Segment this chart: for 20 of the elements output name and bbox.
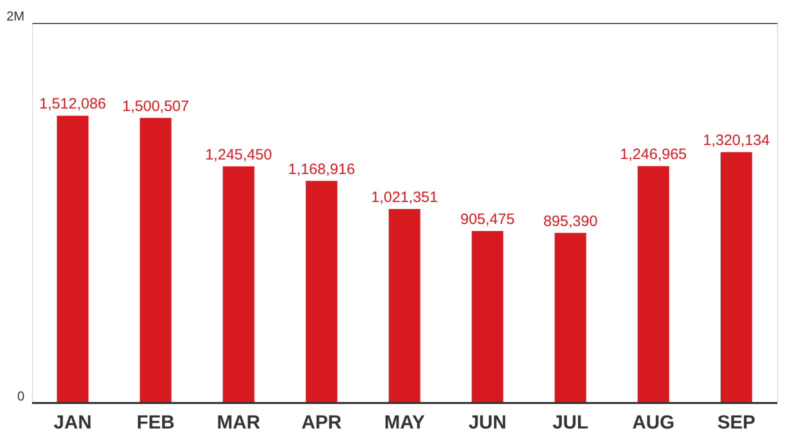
x-tick-label: SEP: [717, 412, 756, 434]
data-label: 1,168,916: [288, 160, 355, 178]
data-label: 1,246,965: [620, 146, 687, 164]
x-tick-label: JUN: [468, 412, 506, 434]
data-label: 1,320,134: [702, 132, 770, 150]
x-tick-label: MAY: [384, 412, 426, 434]
x-tick-label: APR: [301, 412, 342, 434]
y-tick-label: 2M: [6, 8, 24, 24]
data-label: 1,500,507: [122, 98, 189, 115]
x-tick-label: MAR: [216, 412, 260, 434]
data-label: 1,512,086: [39, 96, 106, 113]
data-label: 905,475: [460, 210, 515, 228]
x-tick-label: FEB: [136, 412, 175, 434]
data-label: 1,245,450: [205, 146, 272, 164]
data-label: 1,021,351: [371, 188, 438, 206]
y-tick-label: 0: [17, 388, 24, 404]
x-tick-label: JAN: [54, 412, 92, 434]
data-label: 895,390: [543, 212, 598, 230]
x-tick-label: AUG: [632, 412, 675, 434]
x-tick-label: JUL: [552, 412, 589, 434]
